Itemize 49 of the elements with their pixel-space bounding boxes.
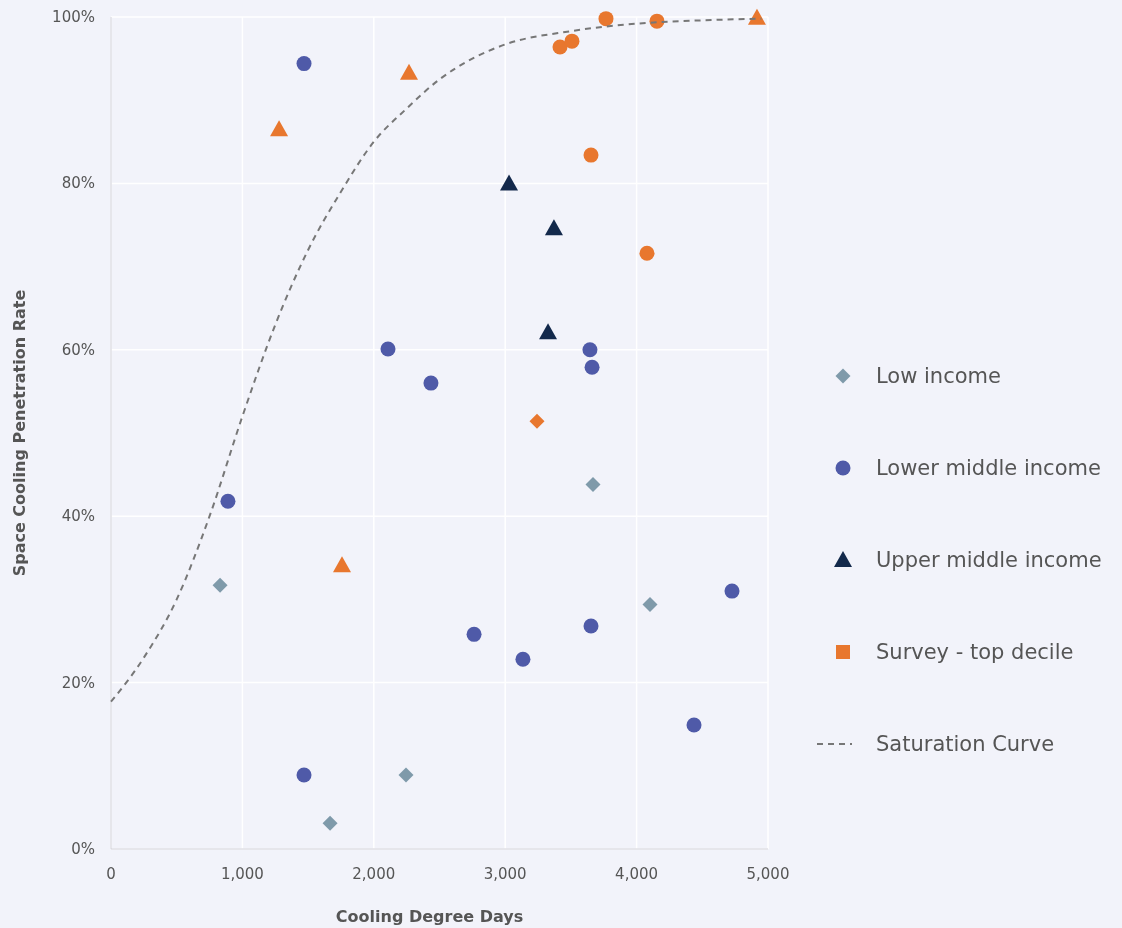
point xyxy=(724,583,740,599)
point xyxy=(296,56,312,72)
y-axis-title: Space Cooling Penetration Rate xyxy=(10,289,29,577)
point xyxy=(686,717,702,733)
legend-label: Survey - top decile xyxy=(876,640,1074,664)
point xyxy=(220,493,236,509)
point xyxy=(585,477,601,493)
x-tick-label: 4,000 xyxy=(615,865,659,883)
point xyxy=(398,767,414,783)
x-tick-label: 2,000 xyxy=(352,865,396,883)
point xyxy=(583,618,599,634)
y-tick-label: 0% xyxy=(71,840,95,858)
point xyxy=(642,596,658,612)
point xyxy=(584,359,600,375)
y-tick-label: 80% xyxy=(61,174,95,193)
point xyxy=(544,219,563,236)
x-tick-label: 5,000 xyxy=(746,865,790,883)
point xyxy=(598,11,614,27)
y-tick-label: 20% xyxy=(61,673,95,692)
point xyxy=(747,8,766,25)
point xyxy=(333,556,351,573)
point xyxy=(552,39,568,55)
point xyxy=(564,33,580,49)
x-tick-label: 3,000 xyxy=(483,865,527,883)
point xyxy=(500,174,519,191)
point xyxy=(583,147,599,163)
point xyxy=(296,767,312,783)
y-tick-label: 40% xyxy=(61,507,95,526)
legend-label: Lower middle income xyxy=(876,456,1101,480)
point xyxy=(515,651,531,667)
x-axis-title: Cooling Degree Days xyxy=(335,907,524,926)
point xyxy=(322,815,338,831)
point xyxy=(529,413,545,429)
point xyxy=(639,245,655,261)
x-tick-label: 1,000 xyxy=(220,865,264,883)
legend-label: Low income xyxy=(876,364,1001,388)
point xyxy=(539,323,558,340)
point xyxy=(423,375,439,391)
point xyxy=(466,626,482,642)
point xyxy=(212,577,228,593)
x-tick-label: 0 xyxy=(106,865,116,883)
legend-label: Upper middle income xyxy=(876,548,1102,572)
point xyxy=(582,342,598,358)
y-tick-label: 100% xyxy=(52,8,95,26)
point xyxy=(270,120,289,137)
point xyxy=(400,63,419,80)
legend-label: Saturation Curve xyxy=(876,732,1055,756)
y-tick-label: 60% xyxy=(61,340,95,359)
point xyxy=(380,341,396,357)
